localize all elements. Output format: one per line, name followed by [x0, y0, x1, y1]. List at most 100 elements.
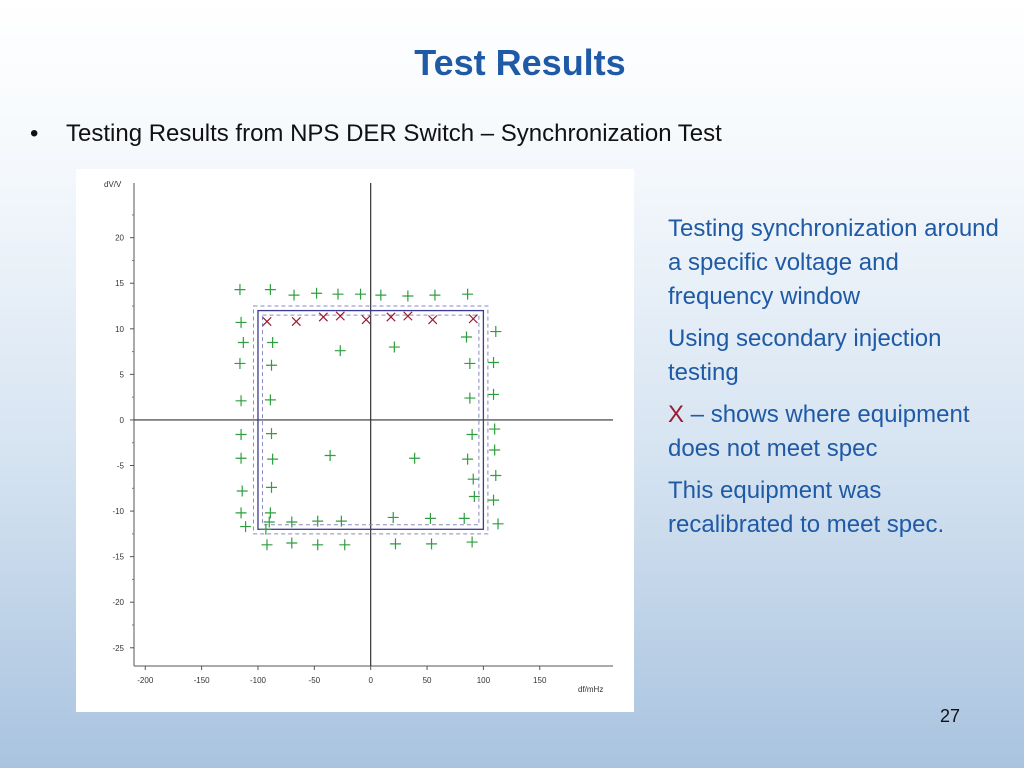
pass-point-plus	[409, 452, 421, 464]
y-tick-label: 10	[115, 325, 124, 334]
x-tick-label: 0	[368, 676, 373, 685]
fail-point-cross	[386, 312, 396, 322]
y-tick-label: -20	[112, 598, 124, 607]
y-tick-label: 20	[115, 234, 124, 243]
pass-point-plus	[261, 539, 273, 551]
y-tick-label: -10	[112, 507, 124, 516]
pass-point-plus	[389, 538, 401, 550]
pass-point-plus	[311, 287, 323, 299]
x-tick-label: -200	[137, 676, 154, 685]
note-synchronization: Testing synchronization around a specifi…	[668, 215, 999, 310]
pass-point-plus	[388, 341, 400, 353]
window-solid	[257, 309, 485, 530]
pass-point-plus	[387, 511, 399, 523]
note-injection: Using secondary injection testing	[668, 325, 942, 386]
x-symbol: X	[668, 401, 685, 428]
pass-point-plus	[237, 336, 249, 348]
pass-point-plus	[489, 423, 501, 435]
pass-point-plus	[332, 288, 344, 300]
pass-point-plus	[402, 290, 414, 302]
x-tick-label: -150	[194, 676, 211, 685]
pass-point-plus	[464, 392, 476, 404]
pass-point-plus	[234, 357, 246, 369]
fail-point-cross	[335, 311, 345, 321]
pass-point-plus	[312, 539, 324, 551]
note-x-legend: X – shows where equipment does not meet …	[668, 398, 1008, 466]
pass-point-plus	[267, 336, 279, 348]
y-tick-label: -25	[112, 644, 124, 653]
y-tick-label: 5	[120, 370, 125, 379]
pass-point-plus	[286, 537, 298, 549]
pass-point-plus	[468, 490, 480, 502]
x-tick-label: 50	[423, 676, 432, 685]
axes-layer	[130, 183, 613, 670]
bullet-dot-icon: •	[30, 120, 39, 147]
side-notes: Testing synchronization around a specifi…	[668, 212, 1008, 550]
pass-point-plus	[489, 444, 501, 456]
pass-point-plus	[264, 284, 276, 296]
bullet-text: Testing Results from NPS DER Switch – Sy…	[66, 120, 722, 147]
y-tick-label: 0	[120, 416, 125, 425]
pass-point-plus	[488, 388, 500, 400]
pass-point-plus	[235, 507, 247, 519]
fail-point-cross	[262, 316, 272, 327]
pass-point-plus	[490, 326, 502, 338]
pass-point-plus	[312, 515, 324, 527]
fail-point-cross	[361, 315, 371, 325]
pass-point-plus	[263, 516, 275, 528]
fail-point-cross	[428, 315, 438, 325]
pass-point-plus	[466, 429, 478, 441]
pass-point-plus	[355, 288, 367, 300]
pass-point-plus	[426, 538, 438, 550]
pass-point-plus	[429, 289, 441, 301]
y-tick-label: 15	[115, 279, 124, 288]
pass-point-plus	[264, 507, 276, 519]
y-tick-label: -15	[112, 553, 124, 562]
x-tick-label: 100	[477, 676, 491, 685]
pass-point-plus	[235, 429, 247, 441]
pass-point-plus	[288, 289, 300, 301]
pass-point-plus	[234, 284, 246, 296]
page-number: 27	[940, 706, 961, 726]
pass-point-plus	[324, 449, 336, 461]
pass-point-plus	[266, 481, 278, 493]
y-axis-label: dV/V	[104, 180, 122, 189]
fail-point-cross	[291, 316, 301, 327]
pass-point-plus	[235, 395, 247, 407]
pass-point-plus	[236, 485, 248, 497]
pass-point-plus	[335, 515, 347, 527]
fail-point-cross	[318, 312, 328, 322]
fail-point-cross	[403, 311, 413, 321]
pass-point-plus	[492, 518, 504, 530]
pass-point-plus	[286, 516, 298, 528]
slide-title: Test Results	[414, 42, 626, 83]
x-note-text: – shows where equipment does not meet sp…	[668, 401, 970, 462]
y-tick-label: -5	[117, 462, 125, 471]
pass-point-plus	[266, 428, 278, 440]
pass-point-plus	[240, 521, 252, 533]
window-dashed-inner	[261, 314, 480, 526]
pass-point-plus	[266, 359, 278, 371]
x-tick-label: -50	[309, 676, 321, 685]
bullet-item: • Testing Results from NPS DER Switch – S…	[30, 120, 722, 148]
pass-point-plus	[235, 452, 247, 464]
x-tick-label: 150	[533, 676, 547, 685]
pass-point-plus	[264, 394, 276, 406]
pass-point-plus	[235, 316, 247, 328]
pass-point-plus	[467, 473, 479, 485]
pass-point-plus	[339, 539, 351, 551]
pass-point-plus	[490, 470, 502, 482]
note-recalibrated: This equipment was recalibrated to meet …	[668, 477, 945, 538]
pass-point-plus	[464, 357, 476, 369]
pass-point-plus	[460, 331, 472, 343]
fail-point-cross	[468, 314, 478, 324]
x-axis-label: df/mHz	[578, 685, 603, 694]
pass-point-plus	[462, 453, 474, 465]
x-tick-label: -100	[250, 676, 267, 685]
sync-window-layer	[252, 305, 489, 535]
data-points-layer	[234, 284, 504, 551]
sync-test-chart: 20 15 10 5 0 -5 -10 -15 -20 -25 -200 -150 -100 -50 0 50…	[76, 169, 634, 712]
pass-point-plus	[375, 289, 387, 301]
